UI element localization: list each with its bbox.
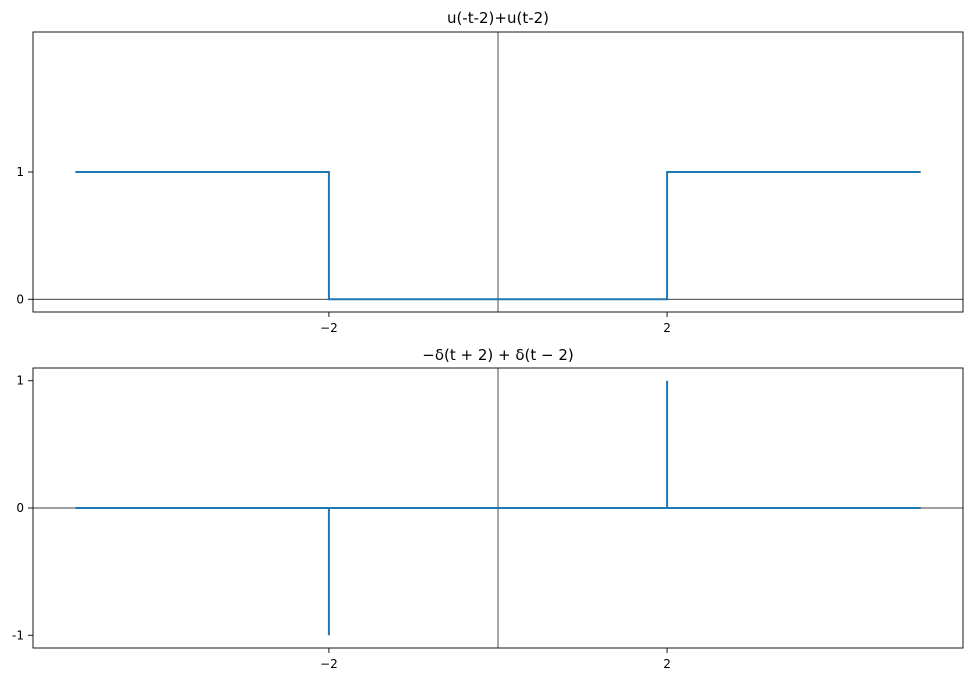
y-axis-ticks: -1 0 1 — [12, 374, 33, 642]
x-axis-ticks: −2 2 — [320, 312, 671, 335]
series-layer — [75, 171, 921, 301]
y-tick-label: -1 — [12, 628, 24, 642]
series-line — [75, 380, 921, 636]
y-tick-label: 1 — [16, 374, 24, 388]
y-axis-ticks: 01 — [16, 165, 33, 306]
y-tick-label: 0 — [16, 292, 24, 306]
x-tick-label: −2 — [320, 657, 338, 671]
subplot-bottom: −δ(t + 2) + δ(t − 2) −2 2 -1 0 1 — [12, 346, 964, 671]
chart-title: u(-t-2)+u(t-2) — [447, 9, 549, 27]
y-tick-label: 1 — [16, 165, 24, 179]
series-line — [75, 171, 921, 301]
x-tick-label: 2 — [663, 321, 671, 335]
x-tick-label: 2 — [663, 657, 671, 671]
x-axis-ticks: −2 2 — [320, 648, 671, 671]
subplot-top: u(-t-2)+u(t-2) −2 2 01 — [16, 9, 964, 335]
y-tick-label: 0 — [16, 501, 24, 515]
series-layer — [75, 380, 921, 636]
chart-title: −δ(t + 2) + δ(t − 2) — [422, 346, 574, 364]
x-tick-label: −2 — [320, 321, 338, 335]
